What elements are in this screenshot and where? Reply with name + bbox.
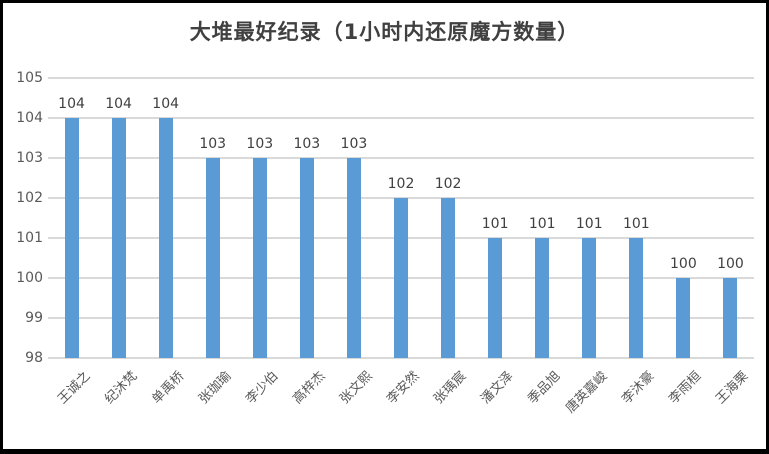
data-label: 104 (105, 96, 132, 112)
x-tick-label: 纪沐梵 (101, 368, 141, 408)
x-tick-label: 李雨桓 (666, 368, 705, 408)
bar (111, 118, 126, 358)
y-tick-label: 100 (16, 270, 43, 286)
x-tick-label: 王海栗 (713, 368, 752, 408)
data-label: 104 (152, 96, 180, 112)
data-label: 103 (293, 136, 321, 152)
bar (535, 238, 550, 358)
gridline (48, 357, 754, 359)
data-label: 102 (434, 176, 462, 192)
x-tick-label: 潘文泽 (478, 368, 517, 408)
data-label: 104 (58, 96, 85, 112)
y-tick-label: 98 (25, 350, 43, 366)
bar (252, 158, 267, 358)
bar (158, 118, 173, 358)
bar (205, 158, 220, 358)
x-tick-label: 张珈瑜 (195, 368, 235, 408)
x-tick-label: 唐英嘉峻 (563, 368, 611, 417)
x-tick-label: 李少伯 (243, 368, 282, 408)
data-label: 102 (387, 176, 415, 192)
x-tick-label: 李沐豪 (619, 368, 658, 408)
bar (64, 118, 79, 358)
chart-title: 大堆最好纪录（1小时内还原魔方数量） (189, 20, 580, 44)
data-label: 101 (575, 216, 603, 232)
data-label: 100 (670, 256, 697, 272)
x-tick-label: 李安然 (384, 368, 423, 408)
bar (723, 278, 738, 358)
y-tick-label: 101 (16, 230, 43, 246)
data-label: 101 (528, 216, 556, 232)
gridline (48, 77, 754, 79)
y-tick-label: 104 (16, 110, 43, 126)
bar (676, 278, 691, 358)
y-tick-label: 102 (16, 190, 43, 206)
bar (629, 238, 644, 358)
bar (394, 198, 408, 358)
data-label: 101 (481, 216, 509, 232)
data-label: 103 (340, 136, 368, 152)
bar (582, 238, 597, 358)
data-label: 101 (622, 216, 650, 232)
gridline (48, 157, 754, 159)
x-tick-label: 季品旭 (525, 368, 564, 408)
bar (441, 198, 456, 358)
bar (346, 158, 361, 358)
data-label: 103 (246, 136, 274, 152)
data-label: 103 (199, 136, 227, 152)
x-tick-label: 高梓杰 (290, 368, 329, 408)
x-tick-label: 单禹桥 (148, 368, 188, 408)
bar (299, 158, 314, 358)
y-tick-label: 103 (16, 150, 43, 166)
x-tick-label: 王诚之 (54, 368, 93, 408)
bar (488, 238, 503, 358)
gridline (48, 117, 754, 119)
y-tick-label: 99 (25, 310, 43, 326)
y-tick-label: 105 (16, 70, 43, 86)
data-label: 100 (717, 256, 744, 272)
x-tick-label: 张文熙 (337, 368, 376, 408)
x-tick-label: 张瑀宸 (431, 368, 470, 408)
